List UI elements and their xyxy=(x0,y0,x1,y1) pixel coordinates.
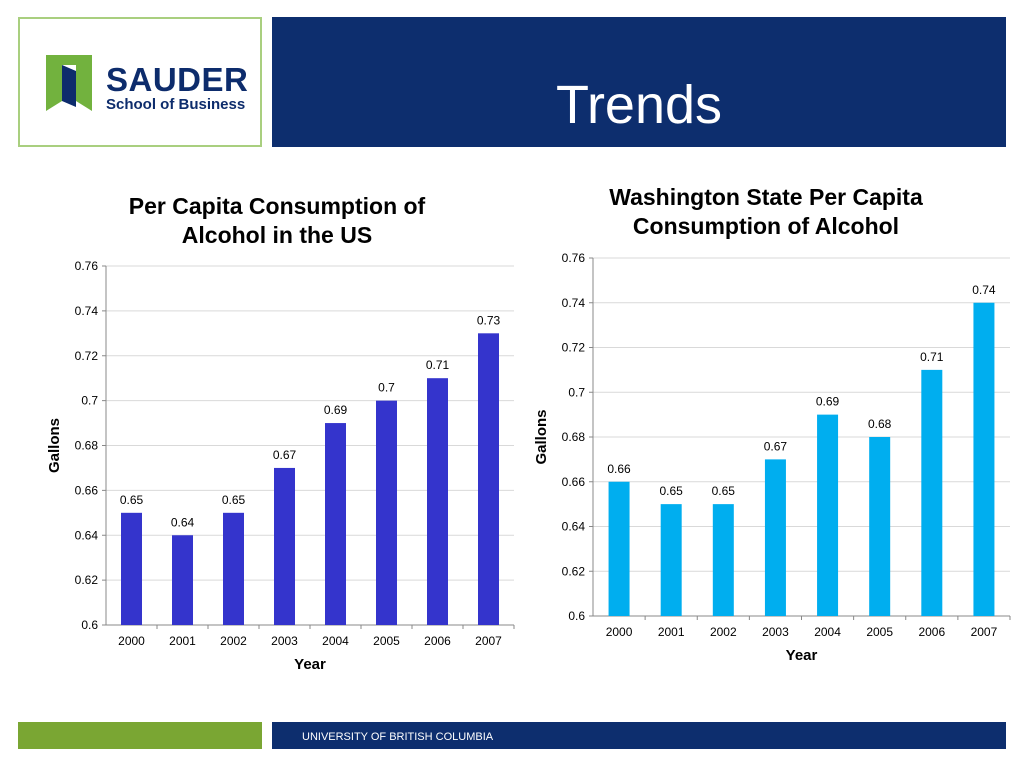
us-x-tick-label: 2006 xyxy=(424,634,451,648)
footer-university-text: UNIVERSITY OF BRITISH COLUMBIA xyxy=(302,731,494,743)
wa-data-label: 0.68 xyxy=(868,417,892,431)
wa-y-tick-label: 0.72 xyxy=(562,341,586,355)
wa-y-axis-title: Gallons xyxy=(533,409,550,464)
wa-chart-title-line-1: Washington State Per Capita xyxy=(609,184,923,210)
wa-data-label: 0.74 xyxy=(972,283,996,297)
footer-blue-bar: UNIVERSITY OF BRITISH COLUMBIA xyxy=(272,722,1006,749)
us-x-axis-title: Year xyxy=(294,656,326,673)
us-bar xyxy=(325,423,346,625)
wa-y-tick-label: 0.68 xyxy=(562,430,586,444)
us-data-label: 0.71 xyxy=(426,358,450,372)
wa-x-tick-label: 2003 xyxy=(762,625,789,639)
wa-bar xyxy=(973,302,995,616)
wa-data-label: 0.69 xyxy=(816,395,840,409)
wa-y-tick-label: 0.74 xyxy=(562,296,586,310)
logo-green-frame xyxy=(46,55,92,111)
logo-navy-panel xyxy=(62,65,76,107)
us-bar xyxy=(121,512,142,625)
wa-x-tick-label: 2001 xyxy=(658,625,685,639)
us-y-tick-label: 0.6 xyxy=(81,618,98,632)
us-x-tick-label: 2004 xyxy=(322,634,349,648)
wa-bar xyxy=(608,481,630,616)
wa-x-tick-label: 2007 xyxy=(971,625,998,639)
wa-x-tick-label: 2002 xyxy=(710,625,737,639)
us-bar xyxy=(223,512,244,625)
wa-data-label: 0.67 xyxy=(764,439,788,453)
wa-bar xyxy=(817,414,839,616)
wa-bar xyxy=(660,504,682,616)
wa-y-tick-label: 0.66 xyxy=(562,475,586,489)
us-y-tick-label: 0.7 xyxy=(81,394,98,408)
wa-y-tick-label: 0.76 xyxy=(562,251,586,265)
logo-subtitle: School of Business xyxy=(106,96,246,113)
us-data-label: 0.69 xyxy=(324,403,348,417)
wa-bar xyxy=(764,459,786,616)
wa-data-label: 0.71 xyxy=(920,350,944,364)
us-x-tick-label: 2003 xyxy=(271,634,298,648)
us-data-label: 0.73 xyxy=(477,313,501,327)
us-chart-title: Per Capita Consumption of Alcohol in the… xyxy=(90,192,464,250)
footer-green-bar xyxy=(18,722,262,749)
wa-x-tick-label: 2000 xyxy=(606,625,633,639)
us-bar xyxy=(172,535,193,625)
us-data-label: 0.65 xyxy=(222,493,246,507)
us-x-tick-label: 2005 xyxy=(373,634,400,648)
us-y-tick-label: 0.66 xyxy=(75,483,99,497)
wa-x-tick-label: 2005 xyxy=(866,625,893,639)
us-x-tick-label: 2000 xyxy=(118,634,145,648)
wa-y-tick-label: 0.7 xyxy=(568,385,585,399)
us-y-tick-label: 0.72 xyxy=(75,349,99,363)
wa-data-label: 0.65 xyxy=(660,484,684,498)
wa-bar xyxy=(869,437,891,616)
wa-data-label: 0.65 xyxy=(712,484,736,498)
logo-panel: SAUDER School of Business xyxy=(18,17,262,147)
wa-chart-title: Washington State Per Capita Consumption … xyxy=(578,183,954,241)
us-bar xyxy=(376,400,397,625)
us-data-label: 0.7 xyxy=(378,381,395,395)
us-y-tick-label: 0.68 xyxy=(75,439,99,453)
wa-chart-title-line-2: Consumption of Alcohol xyxy=(632,213,900,239)
us-x-tick-label: 2001 xyxy=(169,634,196,648)
us-y-tick-label: 0.62 xyxy=(75,573,99,587)
us-x-tick-label: 2007 xyxy=(475,634,502,648)
wa-data-label: 0.66 xyxy=(607,462,631,476)
us-y-tick-label: 0.74 xyxy=(75,304,99,318)
wa-y-tick-label: 0.6 xyxy=(568,609,585,623)
title-bar: Trends xyxy=(272,17,1006,147)
logo-wordmark: SAUDER xyxy=(106,61,249,98)
us-y-tick-label: 0.64 xyxy=(75,528,99,542)
wa-x-tick-label: 2004 xyxy=(814,625,841,639)
us-data-label: 0.64 xyxy=(171,515,195,529)
wa-y-tick-label: 0.62 xyxy=(562,564,586,578)
sauder-logo-mark xyxy=(46,55,92,111)
page-title: Trends xyxy=(555,75,723,135)
us-y-axis-title: Gallons xyxy=(46,418,63,473)
us-y-tick-label: 0.76 xyxy=(75,259,99,273)
us-bar xyxy=(427,378,448,625)
wa-x-axis-title: Year xyxy=(786,647,818,664)
us-data-label: 0.67 xyxy=(273,448,297,462)
wa-bar xyxy=(921,369,943,616)
us-data-label: 0.65 xyxy=(120,493,144,507)
us-bar xyxy=(274,467,295,625)
us-x-tick-label: 2002 xyxy=(220,634,247,648)
us-chart-title-line-2: Alcohol in the US xyxy=(181,222,373,248)
wa-bar xyxy=(712,504,734,616)
us-chart-title-line-1: Per Capita Consumption of xyxy=(128,193,426,219)
us-bar xyxy=(478,333,499,625)
wa-x-tick-label: 2006 xyxy=(918,625,945,639)
wa-y-tick-label: 0.64 xyxy=(562,520,586,534)
